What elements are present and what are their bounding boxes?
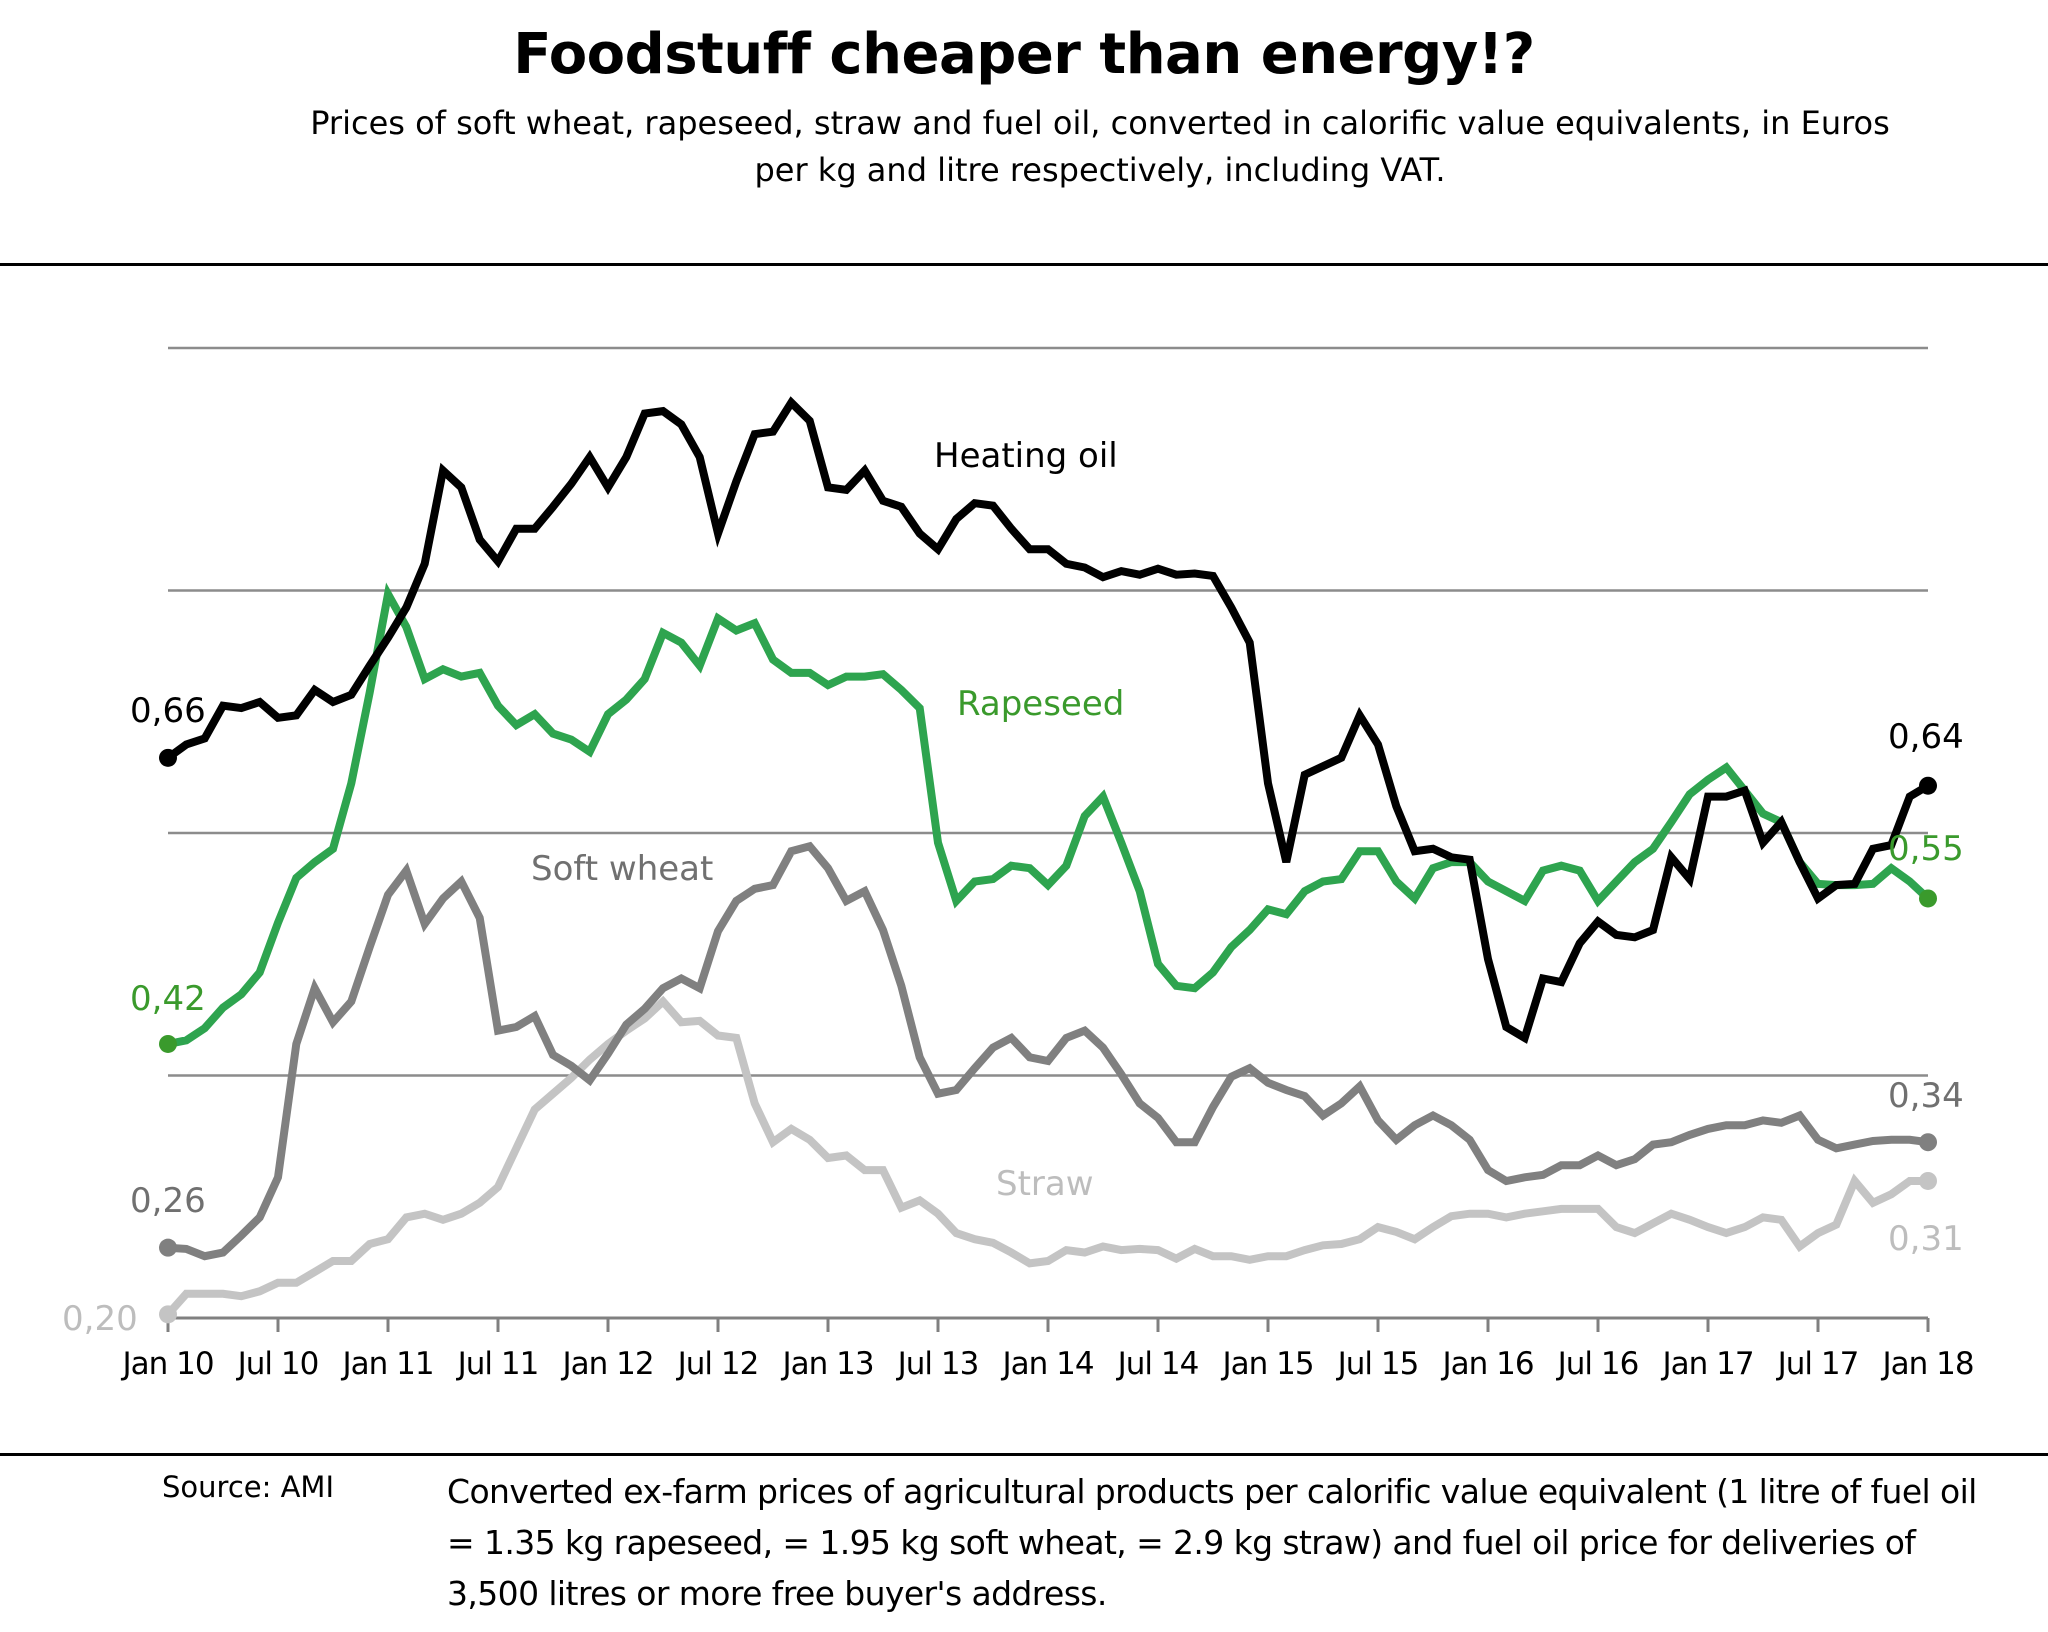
x-tick-label: Jul 15 (1336, 1346, 1419, 1382)
start-label-heating-oil: 0,66 (130, 691, 206, 731)
start-marker-rapeseed (159, 1034, 177, 1053)
chart-subtitle: Prices of soft wheat, rapeseed, straw an… (310, 104, 1890, 189)
series-line-heating-oil (165, 396, 1931, 1044)
x-tick-label: Jul 13 (896, 1346, 979, 1382)
x-axis: Jan 10 Jul 10 Jan 11 Jul 11 Jan 12 Jul 12 Jan … (120, 1316, 1975, 1382)
series-name-heating-oil: Heating oil (934, 436, 1118, 476)
x-tick-label: Jul 17 (1776, 1346, 1859, 1382)
end-marker-straw (1919, 1171, 1937, 1190)
x-tick-label: Jan 18 (1880, 1346, 1973, 1382)
end-label-straw: 0,31 (1888, 1219, 1964, 1259)
footnote: Converted ex-farm prices of agricultural… (447, 1472, 1977, 1613)
x-tick-label: Jan 11 (340, 1346, 433, 1382)
series-line-soft-wheat (167, 841, 1929, 1261)
x-tick-label: Jan 12 (560, 1346, 653, 1382)
end-label-soft-wheat: 0,34 (1888, 1076, 1964, 1116)
series-line-rapeseed (167, 582, 1931, 1048)
end-label-rapeseed: 0,55 (1888, 829, 1964, 869)
x-tick-label: Jul 11 (456, 1346, 539, 1382)
start-marker-straw (159, 1305, 177, 1324)
x-tick-label: Jul 14 (1116, 1346, 1199, 1382)
end-marker-rapeseed (1919, 889, 1937, 908)
end-marker-soft-wheat (1919, 1133, 1937, 1152)
series-name-straw: Straw (996, 1164, 1094, 1204)
x-tick-label: Jan 15 (1220, 1346, 1313, 1382)
series-labels: Heating oil Rapeseed Soft wheat Straw 0,… (62, 436, 1964, 1339)
x-tick-label: Jul 10 (236, 1346, 319, 1382)
top-divider (0, 263, 2048, 266)
start-label-straw: 0,20 (62, 1299, 138, 1339)
start-label-rapeseed: 0,42 (130, 979, 206, 1019)
series-lines (159, 396, 1937, 1324)
x-tick-label: Jan 14 (1000, 1346, 1093, 1382)
start-label-soft-wheat: 0,26 (130, 1181, 206, 1221)
x-tick-label: Jan 17 (1660, 1346, 1753, 1382)
x-tick-label: Jan 16 (1440, 1346, 1533, 1382)
x-tick-label: Jul 12 (676, 1346, 759, 1382)
bottom-divider (0, 1453, 2048, 1456)
end-marker-heating-oil (1919, 776, 1937, 795)
start-marker-soft-wheat (159, 1238, 177, 1257)
x-tick-label: Jan 13 (780, 1346, 873, 1382)
chart-title: Foodstuff cheaper than energy!? (513, 22, 1535, 87)
gridlines (168, 346, 1928, 1077)
x-tick-label: Jan 10 (120, 1346, 213, 1382)
series-name-rapeseed: Rapeseed (957, 684, 1124, 724)
series-line-straw (165, 995, 1928, 1318)
series-name-soft-wheat: Soft wheat (531, 849, 713, 889)
start-marker-heating-oil (159, 748, 177, 767)
source-label: Source: AMI (162, 1470, 335, 1504)
x-tick-label: Jul 16 (1556, 1346, 1639, 1382)
end-label-heating-oil: 0,64 (1888, 717, 1964, 757)
